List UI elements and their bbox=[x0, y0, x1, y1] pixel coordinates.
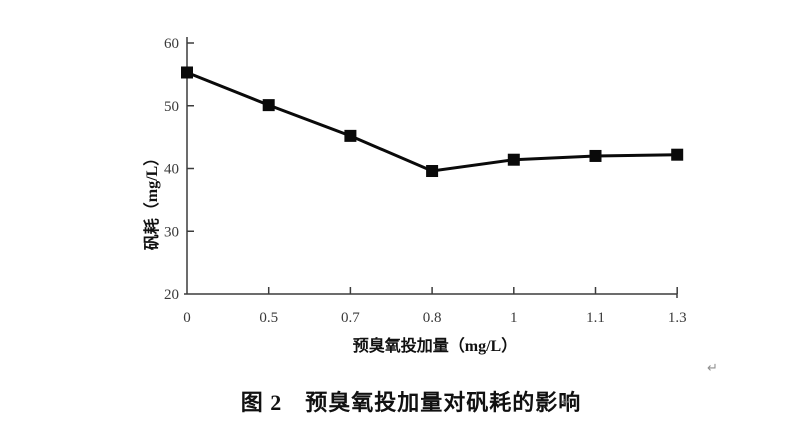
x-tick-label: 1 bbox=[510, 310, 518, 326]
y-tick-label: 40 bbox=[164, 162, 179, 178]
x-tick-label: 1.1 bbox=[586, 310, 605, 326]
y-axis-title: 矾耗（mg/L） bbox=[144, 149, 161, 251]
y-tick-label: 60 bbox=[164, 36, 179, 52]
data-point-marker bbox=[262, 99, 275, 112]
data-point-marker bbox=[589, 149, 602, 162]
data-point-marker bbox=[507, 153, 520, 166]
figure-caption: 图 2 预臭氧投加量对矾耗的影响 bbox=[240, 390, 582, 415]
x-tick-label: 1.3 bbox=[668, 310, 687, 326]
data-point-marker bbox=[344, 129, 357, 142]
y-tick-label: 20 bbox=[164, 287, 179, 303]
line-chart: 60 50 40 30 200 0.5 0.7 0.8 1 1.1 1.3 bbox=[164, 36, 687, 326]
data-point-marker bbox=[181, 66, 193, 79]
data-point-marker bbox=[671, 148, 684, 161]
paragraph-mark-icon: ↵ bbox=[561, 395, 572, 410]
x-axis-title: 预臭氧投加量（mg/L） bbox=[352, 338, 518, 355]
y-tick-label: 50 bbox=[164, 99, 179, 115]
series-line bbox=[186, 71, 678, 173]
x-tick-label: 0.7 bbox=[341, 310, 360, 326]
data-point-marker bbox=[426, 165, 439, 178]
y-tick-label: 30 bbox=[164, 224, 179, 240]
x-tick-label: 0.5 bbox=[259, 310, 278, 326]
x-tick-label: 0.8 bbox=[423, 310, 442, 326]
paragraph-mark-icon: ↵ bbox=[707, 361, 718, 376]
x-tick-label: 0 bbox=[183, 310, 191, 326]
